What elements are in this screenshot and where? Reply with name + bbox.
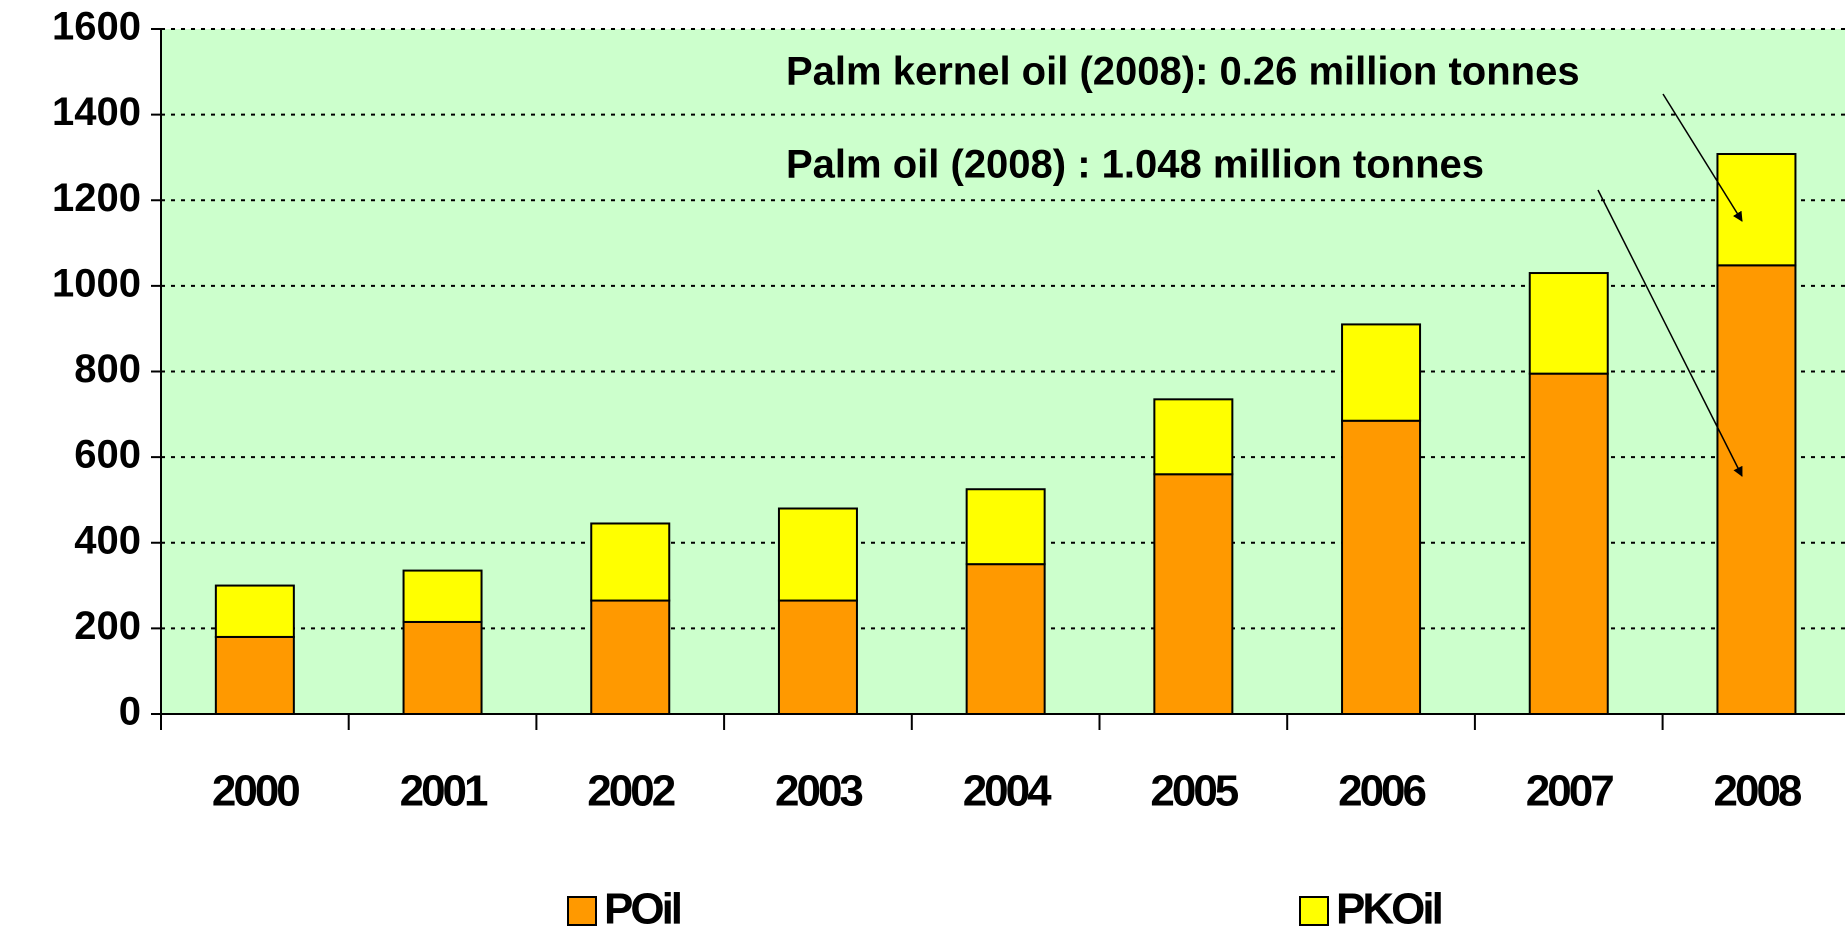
y-tick-label: 600	[74, 433, 141, 477]
annotation-arrow	[1597, 189, 1743, 477]
bar-segment	[965, 488, 1046, 566]
legend-swatch	[567, 896, 597, 926]
bar-segment	[1716, 153, 1797, 267]
bar-segment	[1153, 473, 1234, 715]
plot-area: 0 200 400 600 800 1000 1200 1400 1600 2000 2001 200…	[52, 5, 1845, 931]
x-tick-label: 2003	[775, 767, 862, 816]
bar-segment	[590, 522, 671, 602]
x-tick-label: 2004	[963, 767, 1052, 816]
y-tick-label: 1400	[52, 90, 141, 134]
y-tick-label: 200	[74, 604, 141, 648]
bar-segment	[402, 569, 483, 623]
bar-segment	[1341, 323, 1422, 422]
legend-label: PKOil	[1336, 885, 1442, 931]
bar-segment	[777, 599, 858, 715]
annotation: Palm oil (2008) : 1.048 million tonnes	[786, 143, 1484, 187]
bar-segment	[1528, 372, 1609, 715]
annotation: Palm kernel oil (2008): 0.26 million ton…	[786, 50, 1580, 94]
x-tick-label: 2005	[1150, 767, 1238, 816]
y-tick-label: 800	[74, 347, 141, 391]
legend-label: POil	[604, 885, 681, 931]
bar-segment	[1528, 272, 1609, 375]
x-tick-label: 2006	[1338, 767, 1425, 816]
bar-segment	[402, 620, 483, 715]
y-tick-label: 1200	[52, 176, 141, 220]
y-tick-label: 1600	[52, 5, 141, 49]
y-tick-label: 400	[74, 518, 141, 562]
x-tick-label: 2000	[212, 767, 299, 816]
x-tick-label: 2008	[1714, 767, 1802, 816]
y-tick-label: 1000	[52, 261, 141, 305]
bar-segment	[590, 599, 671, 715]
y-tick-label: 0	[119, 690, 141, 734]
x-tick-label: 2002	[587, 767, 674, 816]
bar-segment	[1153, 398, 1234, 476]
annotation-arrow	[1662, 93, 1743, 222]
bar-segment	[1716, 264, 1797, 715]
bar-segment	[214, 584, 295, 638]
bar-segment	[777, 507, 858, 602]
bar-segment	[1341, 419, 1422, 715]
bar-segment	[214, 635, 295, 715]
legend-swatch	[1299, 896, 1329, 926]
x-tick-label: 2007	[1526, 767, 1613, 816]
bar-segment	[965, 563, 1046, 715]
x-tick-label: 2001	[400, 767, 488, 816]
